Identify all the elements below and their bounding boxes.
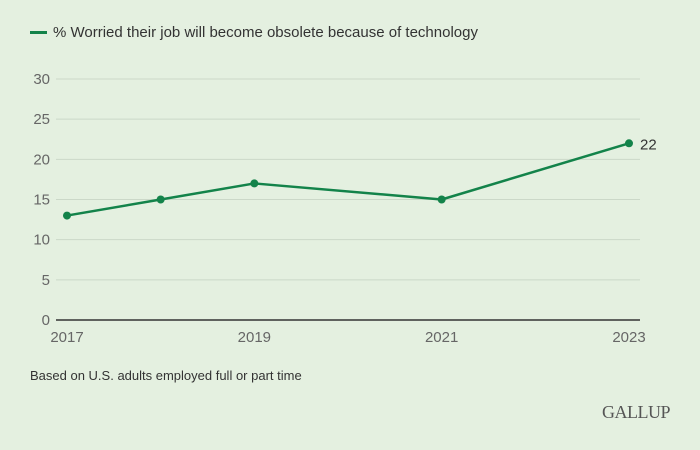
x-tick-label: 2023 [612,329,645,346]
y-tick-label: 0 [42,312,50,329]
data-point [250,179,259,188]
chart-legend: % Worried their job will become obsolete… [30,24,478,41]
y-tick-label: 10 [33,232,50,249]
y-tick-label: 15 [33,192,50,209]
x-tick-label: 2017 [50,329,83,346]
series-line [66,142,630,217]
gallup-logo: GALLUP [602,402,671,422]
footnote: Based on U.S. adults employed full or pa… [30,368,302,383]
legend-swatch [30,31,47,34]
legend-label: % Worried their job will become obsolete… [53,24,478,41]
y-tick-label: 30 [33,71,50,88]
data-point [156,195,165,204]
y-tick-label: 25 [33,111,50,128]
data-label: 22 [640,136,657,153]
data-point [63,211,71,220]
data-point [437,195,446,204]
y-tick-label: 5 [42,272,50,289]
y-tick-label: 20 [33,151,50,168]
x-tick-label: 2021 [425,329,458,346]
data-point [625,139,633,148]
x-tick-label: 2019 [238,329,271,346]
